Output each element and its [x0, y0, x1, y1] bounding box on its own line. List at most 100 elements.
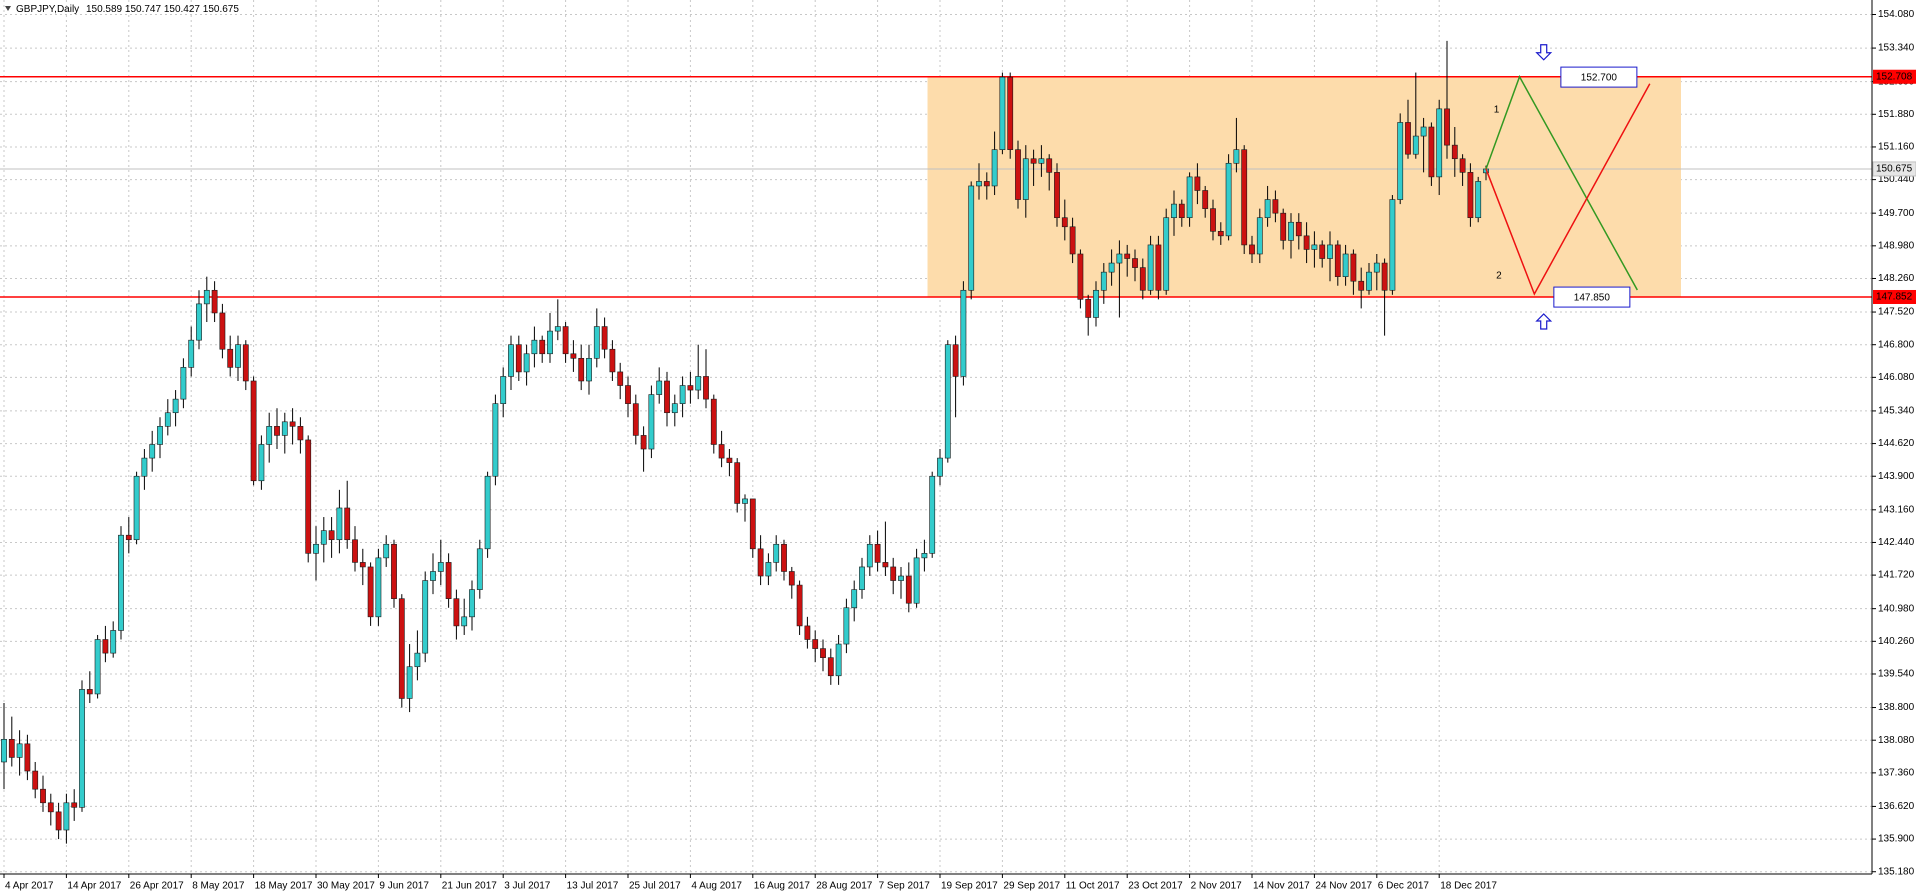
candle-body [1241, 149, 1248, 246]
candle-body [1178, 203, 1185, 219]
candle-body [1249, 244, 1255, 255]
candle-body [726, 457, 733, 463]
candle-body [882, 562, 889, 568]
candle-body [1015, 149, 1021, 200]
candle-body [671, 403, 678, 414]
candle-body [1038, 158, 1045, 164]
candle-body [1210, 208, 1216, 232]
candle-body [687, 385, 694, 391]
x-tick-label: 18 May 2017 [255, 881, 313, 892]
candle-body [593, 326, 600, 359]
candle-body [976, 181, 982, 187]
candle-body [664, 380, 670, 414]
low-value: 150.427 [164, 4, 201, 15]
candle-body [851, 589, 858, 609]
candle-body [469, 589, 475, 618]
x-tick-label: 29 Sep 2017 [1003, 881, 1060, 892]
candle-body [406, 666, 413, 699]
candle-body [843, 607, 850, 645]
candle-body [258, 444, 265, 482]
candle-body [40, 788, 46, 804]
candle-body [1373, 262, 1380, 273]
y-tick-label: 142.440 [1878, 537, 1915, 548]
projection-path [1485, 74, 1638, 291]
candle-body [796, 584, 803, 627]
candle-body [141, 457, 148, 477]
candle-body [157, 426, 163, 445]
candle-body [827, 657, 834, 677]
candle-body [180, 367, 187, 400]
candle-body [625, 385, 631, 404]
candle-body [71, 802, 78, 808]
candle-body [1217, 231, 1224, 237]
candle-body [656, 380, 663, 395]
candle-body [118, 534, 124, 631]
candle-body [1272, 199, 1279, 214]
level-tag-label: 147.852 [1876, 292, 1913, 303]
candle-body [1288, 221, 1294, 241]
close-value: 150.675 [203, 4, 240, 15]
target-arrow [1535, 44, 1553, 61]
x-tick-label: 11 Oct 2017 [1066, 881, 1120, 892]
x-tick-label: 26 Apr 2017 [130, 881, 184, 892]
candle-body [804, 625, 811, 640]
candle-body [523, 353, 530, 373]
target-arrow [1535, 313, 1553, 330]
candle-body [632, 403, 639, 436]
candle-body [991, 149, 998, 187]
candle-body [1194, 176, 1201, 191]
chart-title: GBPJPY,Daily [16, 4, 79, 15]
candle-body [149, 444, 156, 459]
current-price-label: 150.675 [1876, 164, 1913, 175]
candle-body [359, 562, 366, 568]
candle-body [430, 571, 436, 581]
candle-body [1303, 235, 1310, 250]
candle-body [1116, 253, 1123, 264]
candle-body [1397, 122, 1404, 200]
candle-body [1108, 262, 1115, 273]
candle-body [1139, 267, 1146, 291]
candle-body [710, 398, 717, 445]
candle-body [289, 421, 296, 427]
candle-body [890, 566, 897, 581]
x-tick-label: 24 Nov 2017 [1315, 881, 1372, 892]
candle-body [562, 326, 569, 355]
candle-body [1334, 244, 1341, 277]
y-tick-label: 140.980 [1878, 603, 1915, 614]
candle-body [874, 543, 881, 563]
candle-body [1389, 199, 1396, 291]
high-value: 150.747 [125, 4, 162, 15]
candle-body [203, 289, 210, 305]
candle-body [1155, 244, 1162, 291]
candle-body [703, 376, 709, 400]
candle-body [765, 562, 772, 577]
y-tick-label: 140.260 [1878, 636, 1915, 647]
candle-body [375, 557, 382, 618]
candle-body [320, 530, 327, 545]
x-tick-label: 30 May 2017 [317, 881, 375, 892]
level-tag [1873, 289, 1916, 304]
candle-body [1186, 176, 1193, 219]
candle-body [1007, 76, 1014, 150]
candle-body [1459, 158, 1466, 173]
candle-body [508, 344, 514, 377]
candle-body [422, 580, 429, 654]
candle-body [781, 543, 787, 572]
y-tick-label: 153.340 [1878, 43, 1915, 54]
x-tick-label: 4 Apr 2017 [5, 881, 54, 892]
candle-body [476, 548, 483, 590]
candle-body [32, 770, 39, 790]
candle-body [1061, 217, 1068, 228]
candle-body [999, 76, 1006, 150]
candle-body [172, 398, 179, 414]
candle-body [648, 394, 655, 450]
candle-body [484, 475, 491, 550]
candle-body [547, 330, 553, 355]
candle-body [391, 543, 397, 599]
candle-body [921, 553, 928, 559]
y-tick-label: 148.260 [1878, 273, 1915, 284]
candle-body [1436, 108, 1443, 178]
candle-body [305, 439, 312, 554]
